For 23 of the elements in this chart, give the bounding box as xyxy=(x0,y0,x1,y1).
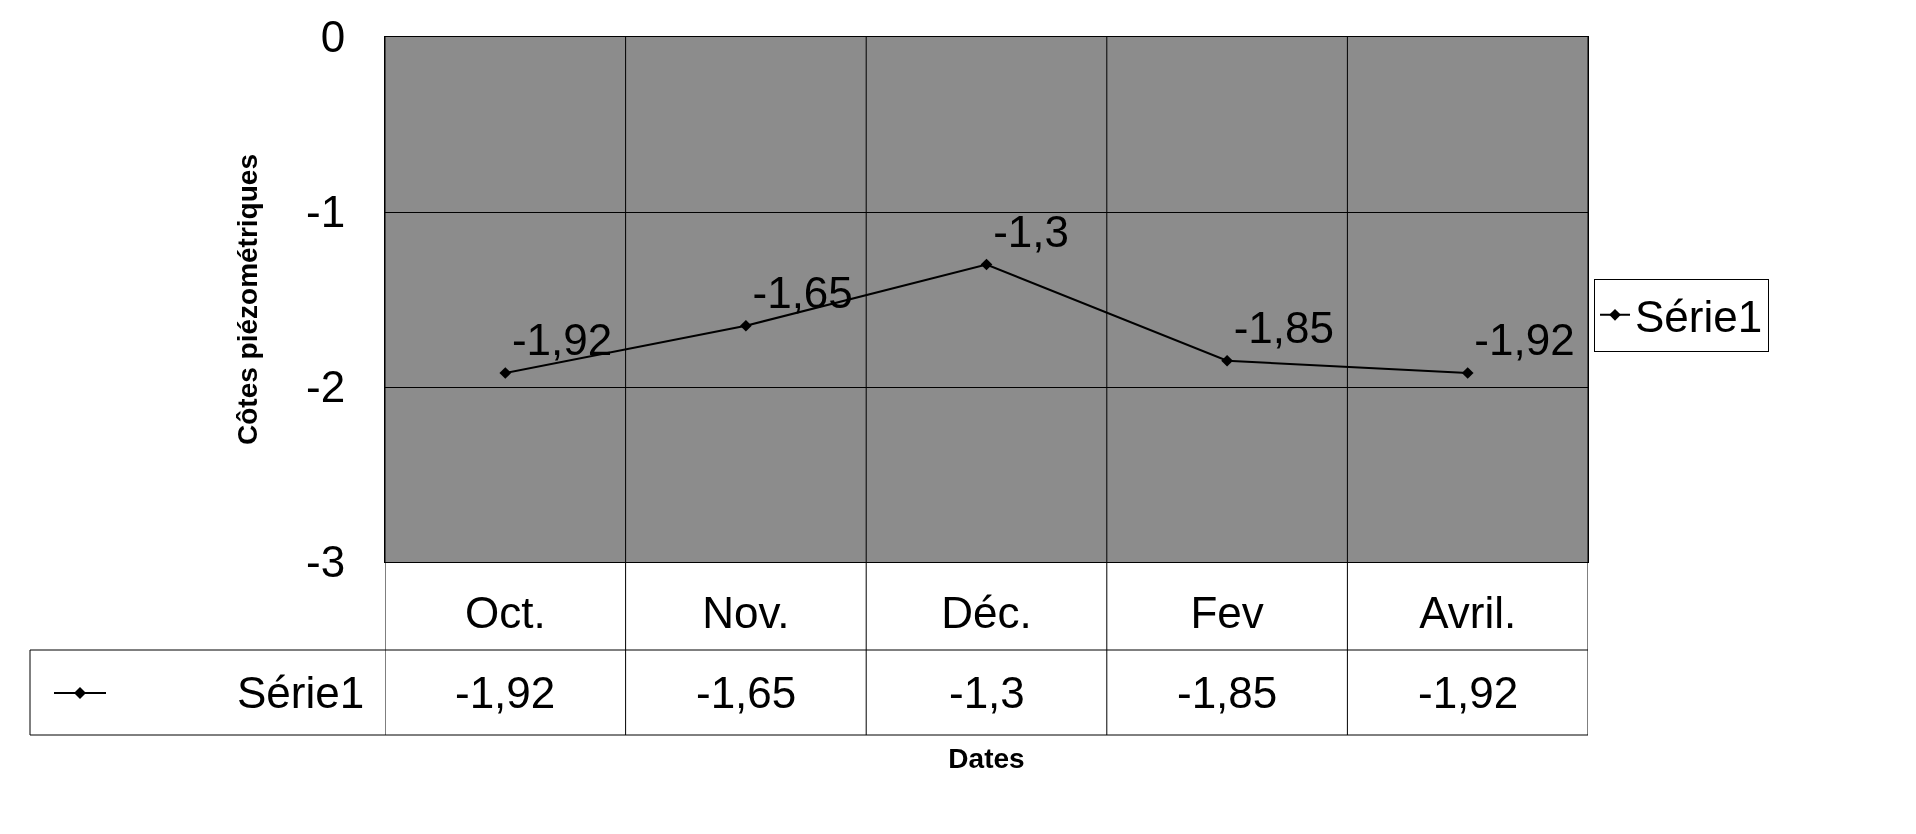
y-axis-title: Côtes piézométriques xyxy=(231,154,263,445)
data-label: -1,3 xyxy=(949,668,1025,717)
x-tick-label: Oct. xyxy=(464,587,546,637)
x-axis-title: Dates xyxy=(948,742,1025,774)
x-tick-label: Avril. xyxy=(1419,587,1517,637)
data-label: -1,92 xyxy=(455,668,556,717)
text: -1,92 xyxy=(511,315,613,365)
x-tick-label: Nov. xyxy=(702,587,790,637)
y-tick-label: 0 xyxy=(320,12,346,62)
data-label: -1,65 xyxy=(696,668,797,717)
data-label: -1,85 xyxy=(1177,668,1278,717)
y-tick-label: -1 xyxy=(306,187,346,237)
x-tick-label: Déc. xyxy=(941,587,1032,637)
text: -1,65 xyxy=(752,268,853,318)
text: -1,85 xyxy=(1233,303,1335,353)
data-label: -1,92 xyxy=(1418,668,1519,717)
legend-label: Série1 xyxy=(1635,292,1763,342)
y-tick-label: -2 xyxy=(306,362,346,412)
text: -1,3 xyxy=(993,206,1069,256)
x-tick-label: Fev xyxy=(1190,587,1264,637)
text: -1,92 xyxy=(1474,315,1575,365)
y-tick-label: -3 xyxy=(306,537,346,587)
text: Série1 xyxy=(237,668,365,717)
